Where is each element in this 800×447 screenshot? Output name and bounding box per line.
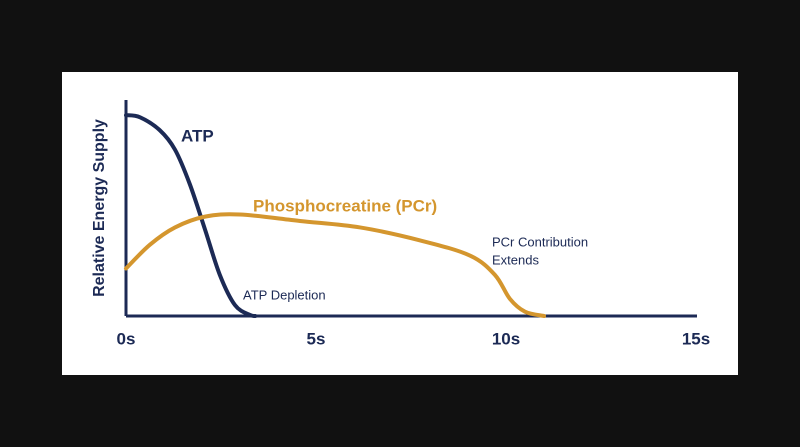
- series-line: [124, 212, 546, 318]
- annotation: ATP Depletion: [243, 287, 326, 302]
- panel: [62, 72, 738, 375]
- annotation: PCr Contribution: [492, 234, 588, 249]
- x-tick-label: 10s: [492, 329, 520, 348]
- series-label: ATP: [181, 126, 214, 145]
- x-tick-label: 5s: [307, 329, 326, 348]
- annotation: Extends: [492, 252, 539, 267]
- series-label: Phosphocreatine (PCr): [253, 196, 437, 215]
- series-line: [124, 113, 258, 319]
- y-axis-label: Relative Energy Supply: [91, 119, 108, 297]
- x-tick-label: 15s: [682, 329, 710, 348]
- x-tick-label: 0s: [117, 329, 136, 348]
